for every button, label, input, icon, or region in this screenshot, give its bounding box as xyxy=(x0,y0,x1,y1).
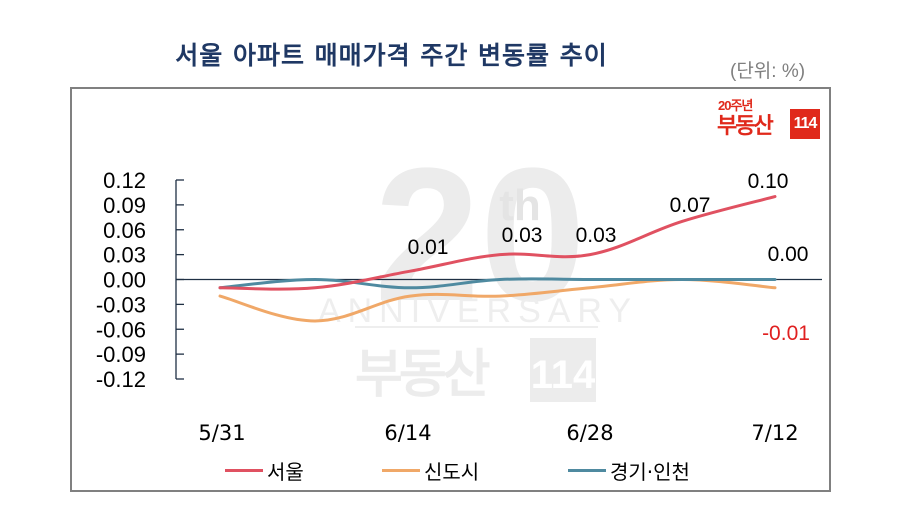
legend-label-gyeonggi: 경기·인천 xyxy=(610,460,690,484)
y-tick-label: -0.09 xyxy=(96,342,146,367)
y-tick-label: 0.12 xyxy=(103,168,146,193)
x-tick-label: 6/14 xyxy=(384,421,431,445)
data-label: 0.03 xyxy=(502,224,543,247)
data-label: 0.03 xyxy=(576,224,617,247)
legend-label-newtown: 신도시 xyxy=(424,460,480,484)
series-gyeonggi-line xyxy=(218,277,777,290)
legend-swatch-newtown xyxy=(382,469,420,472)
brand-logo: 20주년 부동산 114 xyxy=(716,95,822,143)
legend-label-seoul: 서울 xyxy=(267,460,304,484)
chart-legend: 서울 신도시 경기·인천 xyxy=(0,456,923,486)
y-tick-label: -0.03 xyxy=(96,292,146,317)
watermark-20: 20 xyxy=(374,129,585,341)
y-tick-label: 0.00 xyxy=(103,268,146,293)
logo-number: 114 xyxy=(790,109,820,139)
legend-item-newtown: 신도시 xyxy=(382,456,479,485)
data-label: -0.01 xyxy=(762,322,810,345)
watermark-brand: 부동산 xyxy=(355,345,490,405)
watermark-number: 114 xyxy=(531,353,596,397)
y-tick-label: -0.06 xyxy=(96,317,146,342)
y-tick-label: 0.03 xyxy=(103,243,146,268)
watermark-anniversary: ANNIVERSARY xyxy=(318,292,638,330)
data-label: 0.01 xyxy=(408,236,449,259)
y-tick-label: 0.06 xyxy=(103,218,146,243)
chart-title: 서울 아파트 매매가격 주간 변동률 추이 xyxy=(0,36,923,72)
x-tick-label: 5/31 xyxy=(198,421,245,445)
watermark-box xyxy=(530,338,596,402)
y-tick-label: 0.09 xyxy=(103,193,146,218)
logo-brand: 부동산 xyxy=(717,114,774,139)
chart-frame xyxy=(70,87,831,492)
x-tick-label: 7/12 xyxy=(751,421,798,445)
legend-swatch-gyeonggi xyxy=(568,469,606,472)
y-tick-label: -0.12 xyxy=(96,367,146,392)
unit-label: (단위: %) xyxy=(730,61,806,82)
logo-anniversary: 20주년 xyxy=(718,98,753,113)
chart-title-text: 서울 아파트 매매가격 주간 변동률 추이 xyxy=(175,41,608,70)
data-label: 0.10 xyxy=(748,170,789,193)
x-tick-label: 6/28 xyxy=(566,421,613,445)
data-label: 0.00 xyxy=(768,243,809,266)
watermark-th: th xyxy=(499,181,541,230)
legend-swatch-seoul xyxy=(225,469,263,472)
legend-item-gyeonggi: 경기·인천 xyxy=(568,456,690,485)
data-label: 0.07 xyxy=(670,194,711,217)
legend-item-seoul: 서울 xyxy=(225,456,304,485)
series-seoul-line xyxy=(218,195,777,291)
